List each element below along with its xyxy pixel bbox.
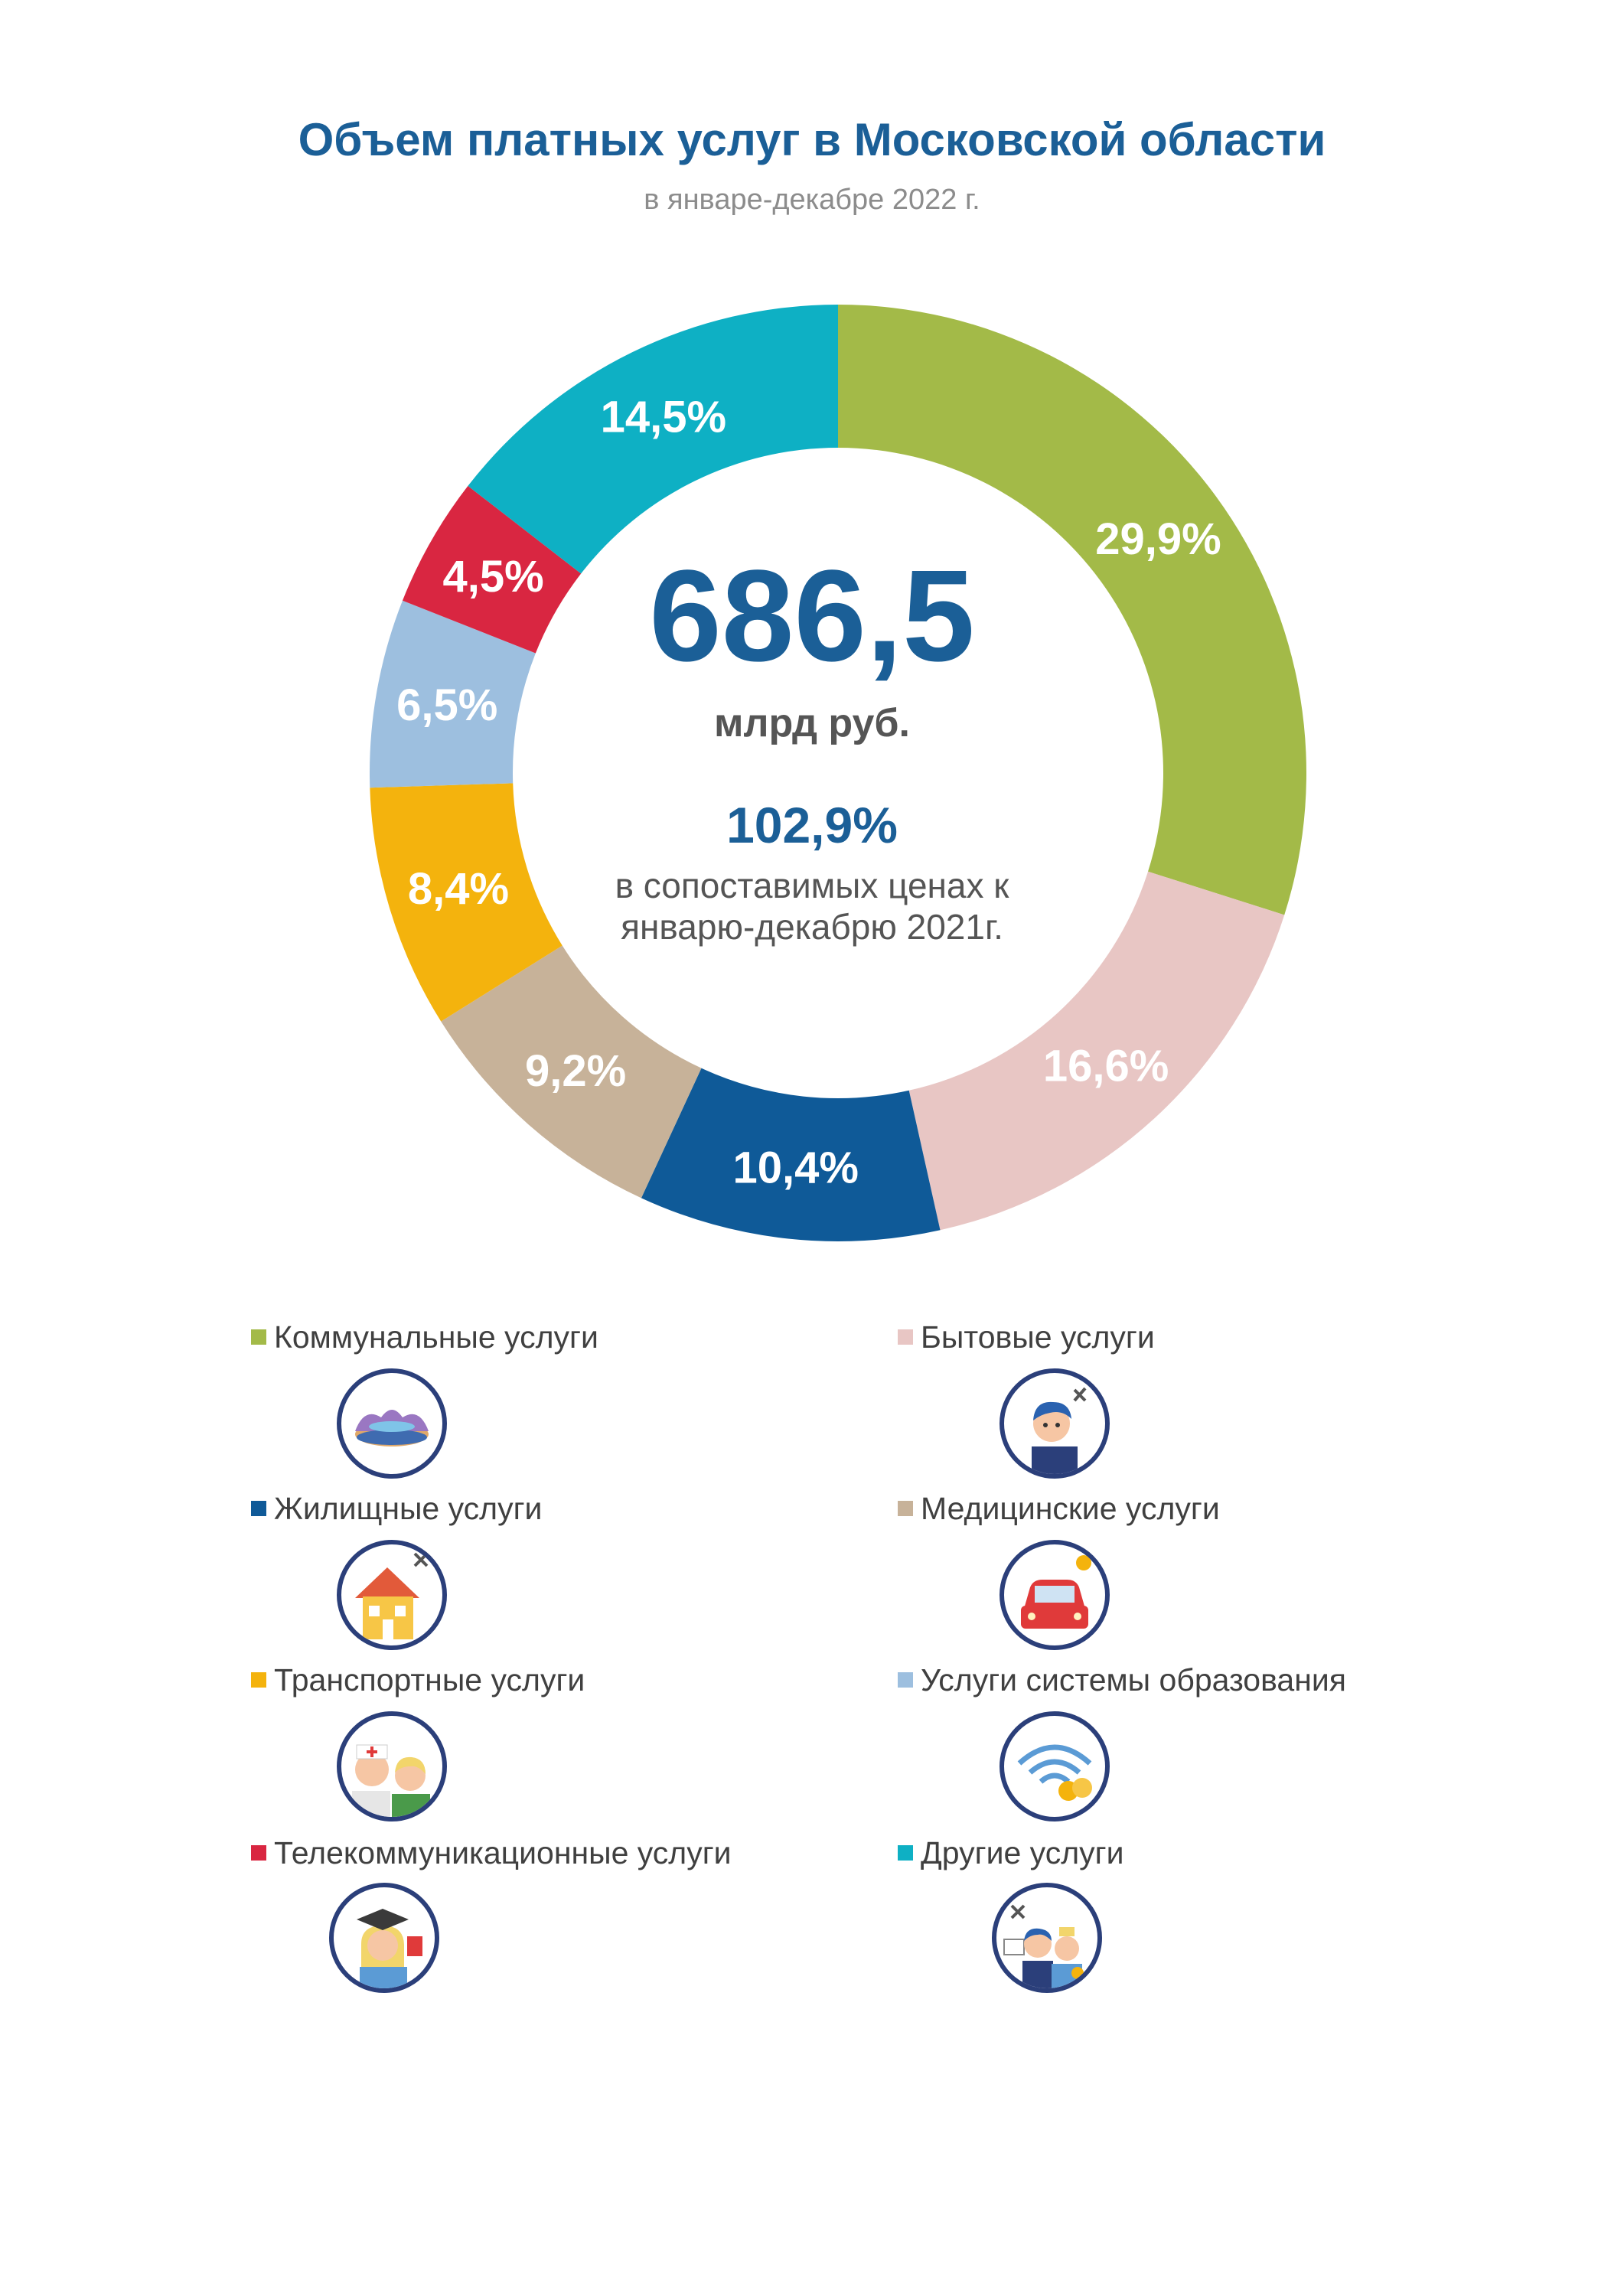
wifi-icon	[1000, 1711, 1110, 1821]
stadium-icon	[337, 1368, 447, 1479]
center-note: в сопоставимых ценах к январю-декабрю 20…	[615, 866, 1009, 947]
legend-item-housing: Жилищные услуги	[251, 1491, 542, 1527]
center-total: 686,5	[649, 543, 975, 689]
doctor-icon	[337, 1711, 447, 1821]
center-unit: млрд руб.	[714, 701, 910, 745]
donut-slice	[370, 600, 536, 788]
legend-item-transport: Транспортные услуги	[251, 1662, 585, 1698]
legend-item-communal: Коммунальные услуги	[251, 1319, 598, 1355]
legend-label: Другие услуги	[921, 1835, 1124, 1870]
legend-swatch	[898, 1672, 913, 1688]
donut-slice	[370, 783, 563, 1022]
slice-label: 16,6%	[1043, 1041, 1169, 1091]
legend-label: Транспортные услуги	[274, 1662, 585, 1698]
center-growth: 102,9%	[726, 797, 898, 853]
legend-label: Услуги системы образования	[921, 1662, 1346, 1698]
car-icon	[1000, 1540, 1110, 1650]
donut-slice	[838, 305, 1306, 915]
legend-item-telecom: Телекоммуникационные услуги	[251, 1835, 732, 1871]
legend-label: Бытовые услуги	[921, 1319, 1155, 1355]
slice-label: 6,5%	[396, 680, 497, 730]
legend-swatch	[898, 1329, 913, 1345]
legend-swatch	[251, 1672, 266, 1688]
legend-item-other: Другие услуги	[898, 1835, 1123, 1871]
house-icon	[337, 1540, 447, 1650]
donut-slice	[468, 305, 838, 574]
donut-slice	[402, 485, 582, 654]
donut-slice	[441, 945, 702, 1199]
donut-slice	[908, 871, 1285, 1231]
legend-item-household: Бытовые услуги	[898, 1319, 1155, 1355]
legend-label: Телекоммуникационные услуги	[274, 1835, 732, 1870]
legend-swatch	[251, 1329, 266, 1345]
slice-label: 4,5%	[443, 552, 544, 602]
legend-item-medical: Медицинские услуги	[898, 1491, 1220, 1527]
donut-slice	[641, 1068, 941, 1241]
legend-label: Коммунальные услуги	[274, 1319, 598, 1355]
slice-label: 8,4%	[408, 864, 509, 914]
donut-chart: 29,9% 16,6% 10,4% 9,2% 8,4% 6,5% 4,5% 14,5%	[370, 305, 1306, 1241]
barber-icon	[1000, 1368, 1110, 1479]
services-icon	[992, 1883, 1102, 1993]
legend-label: Жилищные услуги	[274, 1491, 543, 1526]
legend-swatch	[898, 1501, 913, 1516]
legend-item-education: Услуги системы образования	[898, 1662, 1346, 1698]
slice-label: 9,2%	[525, 1046, 626, 1096]
graduate-icon	[329, 1883, 439, 1993]
legend-swatch	[251, 1501, 266, 1516]
slice-label: 14,5%	[601, 392, 726, 442]
slice-label: 10,4%	[732, 1143, 858, 1193]
slice-label: 29,9%	[1095, 514, 1221, 564]
page-subtitle: в январе-декабре 2022 г.	[644, 184, 980, 216]
legend-label: Медицинские услуги	[921, 1491, 1220, 1526]
legend-swatch	[898, 1845, 913, 1861]
legend-swatch	[251, 1845, 266, 1861]
page-title: Объем платных услуг в Московской области	[298, 114, 1326, 165]
